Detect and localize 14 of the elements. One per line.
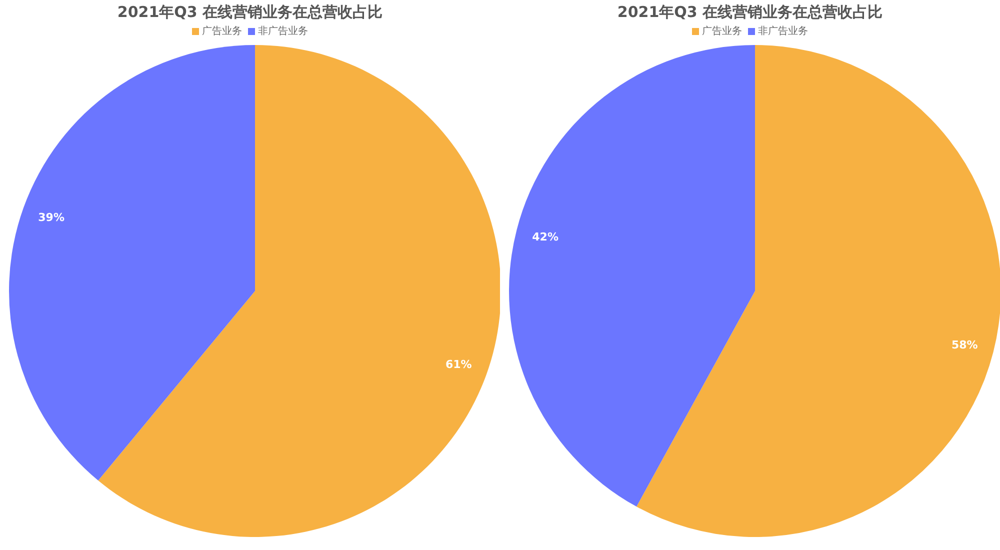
data-label: 42% — [532, 230, 558, 244]
chart-title: 2021年Q3 在线营销业务在总营收占比 — [116, 2, 384, 23]
legend-label: 非广告业务 — [258, 24, 308, 38]
data-label: 39% — [38, 211, 64, 224]
pie-slice — [9, 45, 255, 481]
data-label: 61% — [446, 358, 472, 371]
pie-slice — [509, 45, 755, 507]
chart-title: 2021年Q3 在线营销业务在总营收占比 — [616, 2, 884, 23]
pie-slice — [636, 45, 1000, 537]
legend-label: 广告业务 — [202, 24, 242, 38]
legend-label: 非广告业务 — [758, 24, 808, 38]
legend-label: 广告业务 — [702, 24, 742, 38]
data-label: 58% — [952, 338, 978, 352]
pie-slice — [98, 45, 500, 537]
